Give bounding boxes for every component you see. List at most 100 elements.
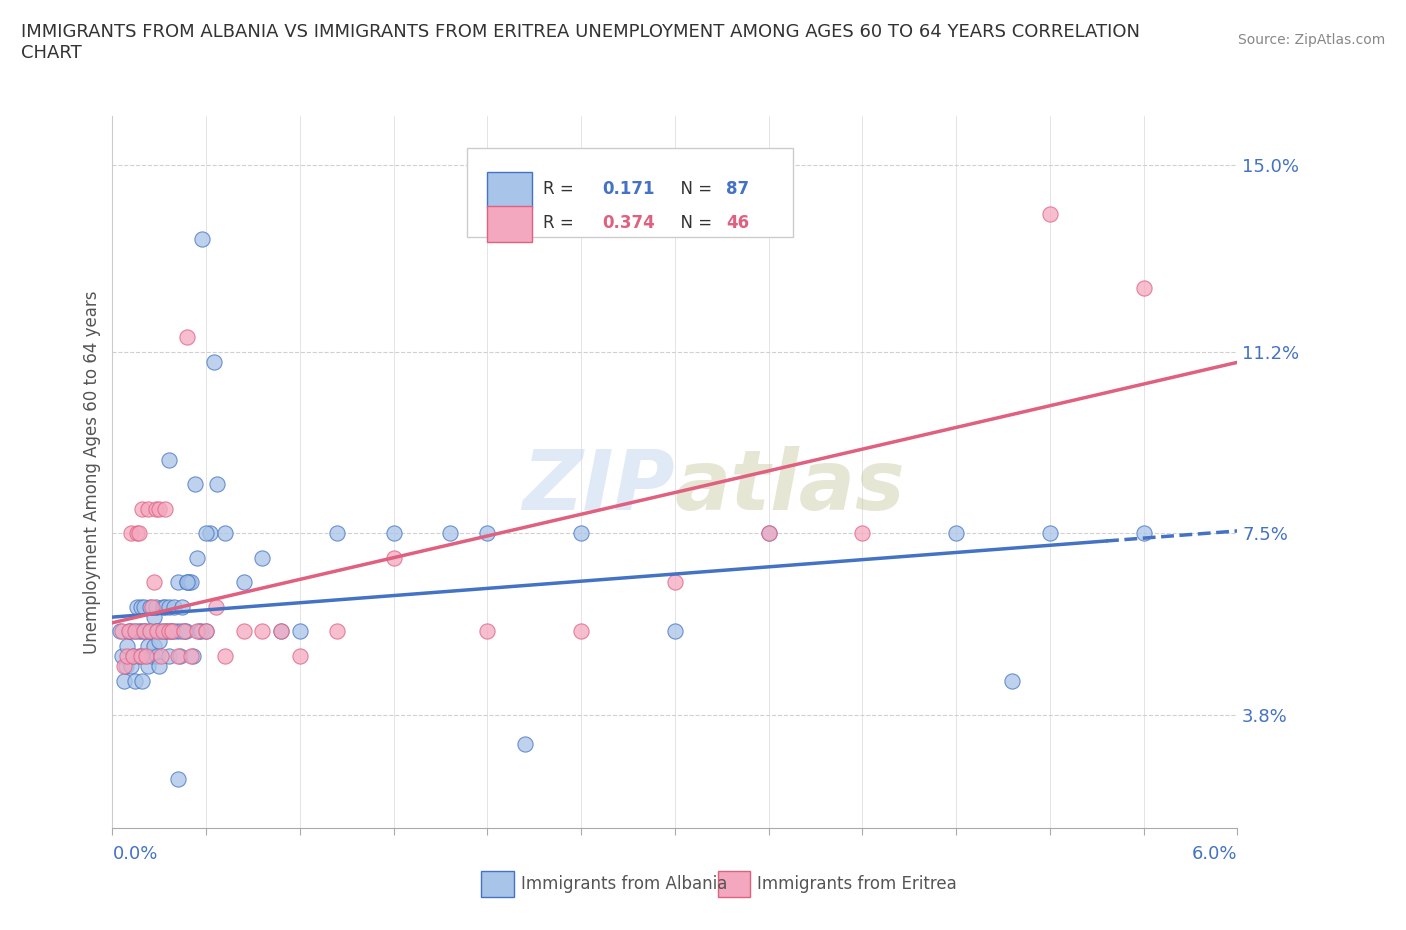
Text: 0.0%: 0.0% xyxy=(112,844,157,863)
Point xyxy=(439,525,461,540)
Point xyxy=(124,673,146,688)
Point xyxy=(513,737,536,751)
Point xyxy=(145,501,167,516)
FancyBboxPatch shape xyxy=(481,871,515,897)
Point xyxy=(326,624,349,639)
Point xyxy=(125,600,148,615)
Text: Immigrants from Albania: Immigrants from Albania xyxy=(520,875,727,893)
Point xyxy=(128,624,150,639)
Point xyxy=(382,525,405,540)
Point xyxy=(569,624,592,639)
Point xyxy=(477,525,499,540)
Text: 0.171: 0.171 xyxy=(603,180,655,198)
Point xyxy=(180,648,202,663)
Text: N =: N = xyxy=(671,214,717,232)
Point xyxy=(477,624,499,639)
Point xyxy=(124,624,146,639)
Point xyxy=(111,648,134,663)
Point xyxy=(134,624,156,639)
Point xyxy=(135,648,157,663)
Point xyxy=(139,624,162,639)
Point xyxy=(125,525,148,540)
Point xyxy=(758,525,780,540)
Point xyxy=(124,624,146,639)
Point xyxy=(1039,525,1062,540)
Text: 6.0%: 6.0% xyxy=(1192,844,1237,863)
Point xyxy=(148,634,170,649)
Point xyxy=(169,648,191,663)
Point xyxy=(184,477,207,492)
Text: IMMIGRANTS FROM ALBANIA VS IMMIGRANTS FROM ERITREA UNEMPLOYMENT AMONG AGES 60 TO: IMMIGRANTS FROM ALBANIA VS IMMIGRANTS FR… xyxy=(21,23,1140,62)
Point xyxy=(141,648,163,663)
Point xyxy=(134,600,156,615)
Point xyxy=(120,624,142,639)
Point xyxy=(191,232,214,246)
Text: R =: R = xyxy=(543,214,585,232)
Point xyxy=(139,624,162,639)
Text: Source: ZipAtlas.com: Source: ZipAtlas.com xyxy=(1237,33,1385,46)
Point xyxy=(165,624,187,639)
Point xyxy=(128,525,150,540)
Point xyxy=(288,624,311,639)
Point xyxy=(174,624,197,639)
Point xyxy=(288,648,311,663)
Text: 0.374: 0.374 xyxy=(603,214,655,232)
Point xyxy=(167,771,190,786)
Text: Immigrants from Eritrea: Immigrants from Eritrea xyxy=(756,875,956,893)
Point xyxy=(157,648,180,663)
FancyBboxPatch shape xyxy=(467,148,793,237)
Text: R =: R = xyxy=(543,180,585,198)
Point xyxy=(190,624,212,639)
Point xyxy=(195,525,218,540)
Point xyxy=(664,624,686,639)
Point xyxy=(167,575,190,590)
Point xyxy=(270,624,292,639)
Point xyxy=(170,600,193,615)
Point xyxy=(122,648,145,663)
Point xyxy=(135,648,157,663)
Point xyxy=(148,501,170,516)
Point xyxy=(186,551,208,565)
Point xyxy=(118,624,141,639)
Point xyxy=(214,648,236,663)
Point xyxy=(195,624,218,639)
Point xyxy=(152,624,174,639)
Point xyxy=(198,525,221,540)
Point xyxy=(945,525,967,540)
Point xyxy=(162,624,184,639)
Point xyxy=(145,600,167,615)
FancyBboxPatch shape xyxy=(486,206,531,242)
Point xyxy=(758,525,780,540)
Point xyxy=(1132,281,1154,296)
Point xyxy=(179,575,201,590)
Point xyxy=(169,624,191,639)
Point xyxy=(108,624,131,639)
Point xyxy=(186,624,208,639)
Point xyxy=(181,648,204,663)
Point xyxy=(162,624,184,639)
Point xyxy=(202,354,225,369)
Point xyxy=(153,600,176,615)
Point xyxy=(129,648,152,663)
FancyBboxPatch shape xyxy=(717,871,751,897)
Point xyxy=(129,624,152,639)
Point xyxy=(150,648,173,663)
Point xyxy=(136,658,159,673)
Point xyxy=(176,575,198,590)
Point xyxy=(150,624,173,639)
Point xyxy=(851,525,873,540)
Point xyxy=(146,624,169,639)
Point xyxy=(152,600,174,615)
Point xyxy=(1001,673,1024,688)
Point xyxy=(664,575,686,590)
Point xyxy=(112,673,135,688)
Point xyxy=(142,609,165,624)
Point xyxy=(141,624,163,639)
Point xyxy=(326,525,349,540)
Point xyxy=(157,624,180,639)
Point xyxy=(204,600,226,615)
Point xyxy=(1039,207,1062,222)
Point xyxy=(232,624,254,639)
Point xyxy=(135,624,157,639)
Point xyxy=(131,648,153,663)
